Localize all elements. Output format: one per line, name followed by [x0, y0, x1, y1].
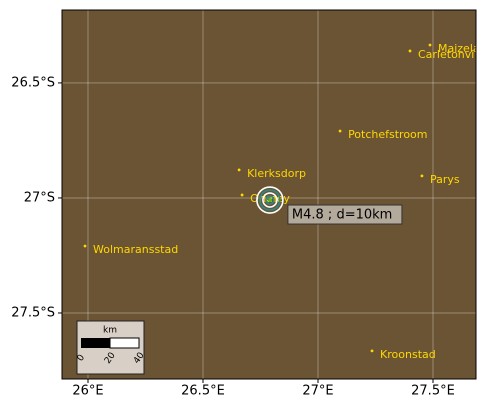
epicenter-ring	[262, 192, 278, 208]
place-label: Maizela	[438, 42, 480, 55]
place-marker	[338, 129, 342, 133]
place-marker	[83, 244, 87, 248]
place-marker	[420, 174, 424, 178]
place-label: Potchefstroom	[348, 128, 427, 141]
scale-bar-tick: 0	[76, 353, 88, 364]
place-marker	[428, 43, 432, 47]
place-label: Klerksdorp	[247, 167, 306, 180]
map-background	[62, 10, 476, 379]
axes: 26°E 26.5°E 27°E 27.5°E 26.5°S 27°S 27.5°S	[11, 75, 455, 398]
place-label: Carletonvi	[418, 48, 474, 61]
x-tick-label: 26.5°E	[181, 384, 225, 399]
place-label: Parys	[430, 173, 460, 186]
scale-bar: km0 20 40	[76, 320, 147, 375]
scale-bar-white	[109, 337, 140, 349]
epicenter-label: M4.8 ; d=10km	[292, 208, 392, 223]
place-marker	[237, 168, 241, 172]
scale-bar-unit: km	[103, 326, 117, 336]
scale-bar-black	[81, 338, 110, 348]
epicenter	[256, 186, 284, 214]
place-marker	[408, 49, 412, 53]
x-tick-label: 26°E	[72, 384, 103, 399]
label-box	[287, 204, 403, 225]
y-tick-label: 27°S	[24, 190, 55, 205]
place-marker	[240, 193, 244, 197]
place-marker	[370, 349, 374, 353]
epicenter-ring	[265, 195, 275, 205]
epicenter-ring	[259, 189, 281, 211]
x-tick-label: 27.5°E	[411, 384, 455, 399]
x-tick-label: 27°E	[302, 384, 333, 399]
epicenter-ring	[256, 186, 284, 214]
place-label: Wolmaransstad	[93, 243, 178, 256]
y-tick-label: 27.5°S	[11, 305, 55, 320]
epicenter-dot	[268, 198, 272, 202]
place-label: Kroonstad	[380, 348, 436, 361]
plot-frame	[61, 9, 477, 380]
y-tick-label: 26.5°S	[11, 75, 55, 90]
